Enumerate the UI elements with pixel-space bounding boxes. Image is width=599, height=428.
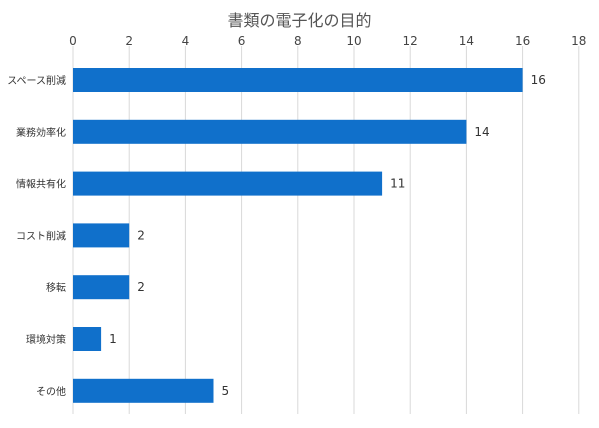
bar-6 bbox=[73, 327, 102, 351]
value-labels: 16 14 11 2 2 1 5 bbox=[109, 73, 546, 398]
x-tick-label-8: 8 bbox=[294, 34, 302, 48]
bar-2 bbox=[73, 119, 467, 144]
value-label-1: 16 bbox=[531, 73, 546, 87]
x-tick-labels: 0 2 4 6 8 10 12 14 16 18 bbox=[69, 34, 586, 48]
bar-5 bbox=[73, 275, 130, 300]
grid-layer bbox=[72, 46, 580, 414]
bar-3 bbox=[73, 171, 383, 196]
category-label-7: その他 bbox=[36, 385, 66, 398]
chart-title: 書類の電子化の目的 bbox=[227, 11, 372, 30]
bar-7 bbox=[73, 378, 214, 403]
x-tick-label-2: 2 bbox=[125, 34, 133, 48]
category-label-3: 情報共有化 bbox=[16, 178, 66, 191]
category-label-5: 移転 bbox=[46, 281, 66, 294]
category-label-4: コスト削減 bbox=[16, 229, 66, 242]
x-tick-label-4: 4 bbox=[182, 34, 190, 48]
x-tick-label-18: 18 bbox=[571, 34, 586, 48]
value-label-2: 14 bbox=[474, 125, 489, 139]
x-tick-label-10: 10 bbox=[346, 34, 361, 48]
x-tick-label-6: 6 bbox=[238, 34, 246, 48]
bars bbox=[73, 68, 523, 403]
bar-1 bbox=[73, 68, 523, 92]
value-label-4: 2 bbox=[137, 228, 145, 242]
x-tick-label-16: 16 bbox=[515, 34, 530, 48]
value-label-6: 1 bbox=[109, 332, 117, 346]
value-label-7: 5 bbox=[222, 384, 230, 398]
value-label-3: 11 bbox=[390, 177, 405, 191]
x-tick-label-12: 12 bbox=[403, 34, 418, 48]
bar-4 bbox=[73, 223, 130, 248]
x-tick-label-14: 14 bbox=[459, 34, 474, 48]
category-label-6: 環境対策 bbox=[26, 333, 66, 346]
category-label-2: 業務効率化 bbox=[16, 126, 66, 139]
category-label-1: スペース削減 bbox=[7, 74, 66, 87]
value-label-5: 2 bbox=[137, 280, 145, 294]
x-tick-label-0: 0 bbox=[69, 34, 77, 48]
